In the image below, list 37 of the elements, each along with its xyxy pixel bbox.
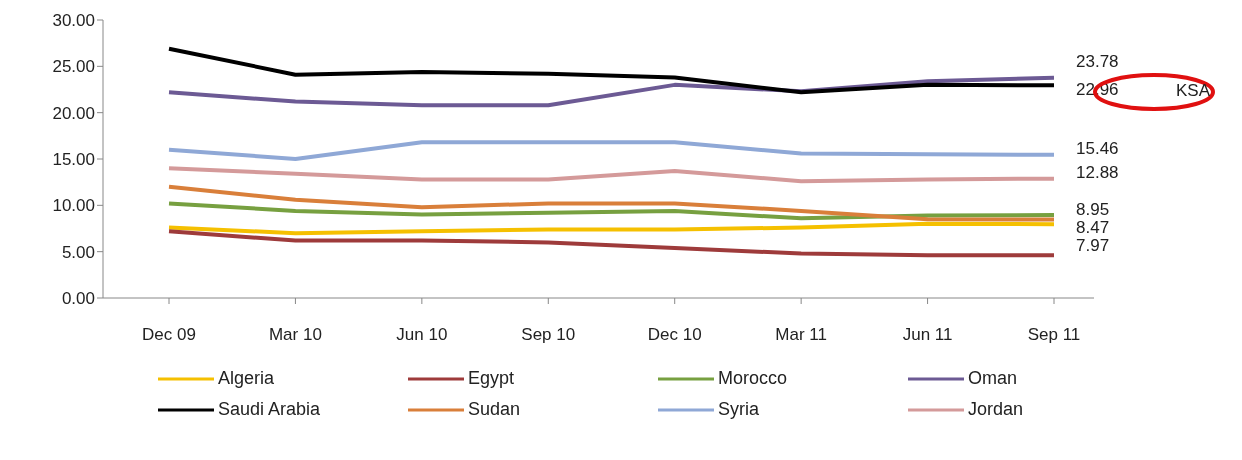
x-tick-label: Jun 10 (396, 325, 448, 345)
y-tick-label: 10.00 (52, 196, 95, 216)
line-series (167, 184, 1056, 222)
line-series (167, 201, 1056, 221)
data-label: 8.95 (1076, 199, 1110, 219)
y-tick-label: 20.00 (52, 103, 95, 123)
legend-label: Algeria (218, 368, 275, 389)
x-tick-label: Mar 10 (268, 325, 322, 345)
data-label: 12.88 (1076, 163, 1119, 183)
legend-label: Oman (968, 368, 1018, 389)
data-label: 7.97 (1076, 235, 1110, 255)
text: KSA (1176, 81, 1211, 101)
data-label: 23.78 (1076, 52, 1119, 72)
legend-label: Saudi Arabia (218, 399, 321, 420)
x-tick-label: Jun 11 (902, 325, 953, 345)
legend-label: Sudan (468, 399, 521, 420)
x-tick-label: Dec 09 (142, 325, 196, 345)
x-tick-label: Mar 11 (775, 325, 827, 345)
data-label: 15.46 (1076, 139, 1119, 159)
line-series (167, 46, 1056, 95)
legend-label: Jordan (968, 399, 1024, 420)
x-tick-label: Sep 10 (521, 325, 576, 345)
line-series (167, 221, 1056, 236)
y-tick-label: 25.00 (52, 57, 95, 77)
y-tick-label: 30.00 (52, 11, 95, 31)
legend-label: Syria (718, 399, 760, 420)
x-tick-label: Sep 11 (1027, 325, 1081, 345)
x-tick-label: Dec 10 (647, 325, 702, 345)
y-tick-label: 5.00 (61, 242, 95, 262)
legend-label: Morocco (718, 368, 788, 389)
data-label: 8.47 (1076, 217, 1110, 237)
y-tick-label: 15.00 (52, 150, 95, 170)
line-series (167, 229, 1056, 258)
y-tick-label: 0.00 (61, 289, 95, 309)
line-series (167, 140, 1056, 161)
line-series (167, 166, 1056, 184)
legend-label: Egypt (468, 368, 515, 389)
